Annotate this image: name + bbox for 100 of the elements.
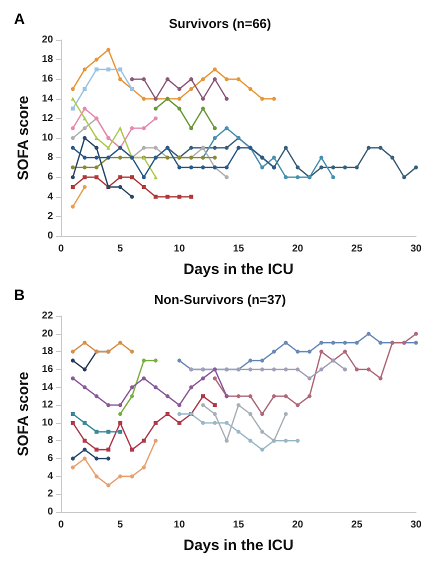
point bbox=[414, 340, 418, 345]
y-tick-label: 20 bbox=[42, 34, 54, 46]
point bbox=[70, 350, 75, 354]
point bbox=[189, 165, 194, 170]
point bbox=[343, 340, 348, 345]
point bbox=[82, 448, 87, 452]
point bbox=[212, 126, 217, 130]
point bbox=[70, 456, 75, 461]
line-series bbox=[201, 126, 336, 180]
x-axis-title: Days in the ICU bbox=[183, 537, 294, 554]
point bbox=[142, 376, 146, 380]
point bbox=[70, 420, 75, 425]
point bbox=[166, 194, 170, 199]
point bbox=[142, 126, 146, 130]
point bbox=[154, 358, 158, 363]
point bbox=[366, 146, 371, 150]
point bbox=[224, 165, 229, 170]
point bbox=[154, 146, 158, 150]
point bbox=[343, 367, 348, 372]
point bbox=[260, 448, 264, 452]
text: B bbox=[14, 287, 25, 304]
x-tick-label: 20 bbox=[292, 244, 304, 254]
point bbox=[70, 165, 75, 170]
point bbox=[296, 438, 300, 443]
y-tick-label: 20 bbox=[42, 328, 54, 340]
y-tick-label: 8 bbox=[47, 152, 54, 164]
text: A bbox=[14, 11, 25, 28]
point bbox=[177, 106, 182, 111]
point bbox=[118, 77, 122, 82]
point bbox=[177, 403, 182, 408]
point bbox=[201, 403, 206, 408]
point bbox=[284, 367, 288, 372]
x-tick-label: 10 bbox=[174, 520, 186, 530]
y-tick-label: 14 bbox=[42, 382, 54, 393]
line-series bbox=[201, 403, 288, 443]
point bbox=[236, 77, 241, 82]
point bbox=[248, 87, 252, 91]
point bbox=[248, 367, 252, 372]
point bbox=[236, 146, 241, 150]
point bbox=[354, 340, 359, 345]
point bbox=[272, 96, 276, 101]
point bbox=[366, 367, 371, 372]
point bbox=[70, 204, 75, 209]
point bbox=[331, 340, 336, 345]
x-tick-label: 30 bbox=[410, 520, 422, 530]
point bbox=[70, 87, 75, 91]
point bbox=[106, 48, 110, 52]
point bbox=[166, 394, 170, 398]
point bbox=[296, 175, 300, 180]
point bbox=[236, 403, 241, 408]
point bbox=[82, 165, 87, 170]
point bbox=[260, 96, 264, 101]
point bbox=[177, 96, 182, 101]
point bbox=[130, 175, 134, 180]
point bbox=[224, 126, 229, 130]
y-tick-label: 6 bbox=[47, 172, 54, 183]
x-tick-label: 30 bbox=[410, 244, 422, 254]
point bbox=[378, 340, 382, 345]
point bbox=[82, 136, 87, 140]
x-tick-label: 25 bbox=[351, 520, 363, 530]
point bbox=[142, 438, 146, 443]
point bbox=[201, 96, 206, 101]
point bbox=[177, 412, 182, 416]
point bbox=[414, 165, 418, 170]
point bbox=[284, 412, 288, 416]
point bbox=[201, 420, 206, 425]
point bbox=[284, 394, 288, 398]
point bbox=[154, 194, 158, 199]
point bbox=[189, 87, 194, 91]
point bbox=[142, 465, 146, 470]
point bbox=[94, 156, 99, 160]
point bbox=[118, 430, 122, 434]
point bbox=[142, 146, 146, 150]
point bbox=[118, 156, 122, 160]
point bbox=[212, 376, 217, 380]
point bbox=[378, 376, 382, 380]
point bbox=[177, 358, 182, 363]
point bbox=[82, 175, 87, 180]
point bbox=[248, 438, 252, 443]
point bbox=[142, 96, 146, 101]
point bbox=[354, 165, 359, 170]
point bbox=[248, 358, 252, 363]
y-tick-label: 22 bbox=[42, 310, 54, 322]
point bbox=[82, 438, 87, 443]
point bbox=[142, 77, 146, 82]
point bbox=[70, 358, 75, 363]
point bbox=[82, 385, 87, 390]
x-axis-title: Days in the ICU bbox=[183, 261, 294, 278]
point bbox=[166, 77, 170, 82]
point bbox=[94, 448, 99, 452]
x-tick-label: 15 bbox=[232, 244, 245, 254]
y-tick-label: 18 bbox=[42, 54, 54, 66]
point bbox=[70, 146, 75, 150]
point bbox=[212, 146, 217, 150]
point bbox=[130, 126, 134, 130]
point bbox=[94, 165, 99, 170]
point bbox=[296, 367, 300, 372]
point bbox=[106, 483, 110, 488]
point bbox=[212, 136, 217, 140]
point bbox=[177, 194, 182, 199]
